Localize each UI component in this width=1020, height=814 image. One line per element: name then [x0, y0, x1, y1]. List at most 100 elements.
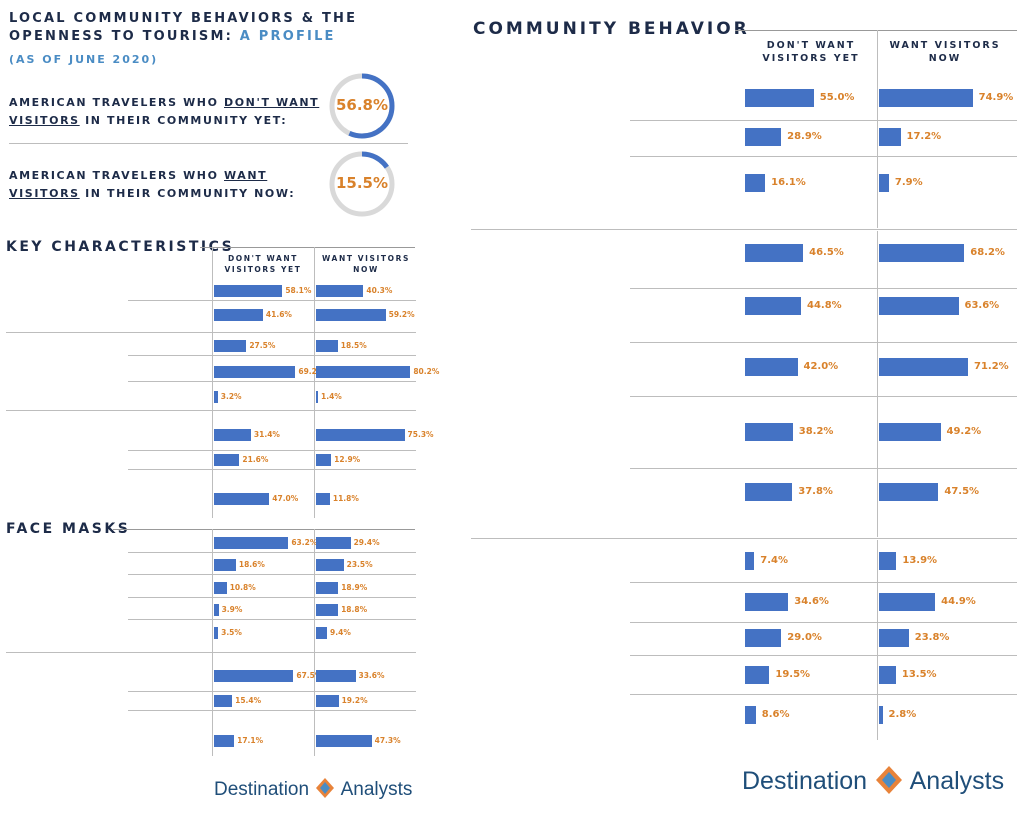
value-label: 11.8% — [332, 494, 359, 503]
value-label: 40.3% — [366, 286, 393, 295]
row-divider — [128, 450, 416, 451]
row-divider — [128, 469, 416, 470]
title-line-2b: A PROFILE — [239, 29, 336, 44]
value-label: 13.9% — [902, 555, 938, 566]
value-label: 21.6% — [242, 455, 269, 464]
value-label: 29.0% — [787, 632, 822, 643]
title-line-2a: OPENNESS TO TOURISM: — [9, 29, 234, 44]
bar — [745, 358, 798, 376]
stat-1-donut — [329, 73, 395, 139]
value-label: 18.9% — [341, 583, 368, 592]
left-col-divider — [314, 247, 315, 518]
bar — [879, 593, 936, 611]
stat-2-value: 15.5% — [335, 174, 389, 192]
bar — [214, 285, 283, 297]
row-divider — [630, 288, 1017, 289]
value-label: 68.2% — [970, 247, 1005, 258]
logo-left-diamond-icon — [316, 778, 335, 798]
value-label: 55.0% — [819, 92, 855, 103]
value-label: 23.8% — [914, 632, 950, 643]
bar — [745, 244, 804, 262]
value-label: 34.6% — [794, 596, 829, 607]
row-divider — [128, 619, 416, 620]
stat-2-arc — [329, 151, 395, 217]
stat-1-value: 56.8% — [335, 96, 389, 114]
value-label: 37.8% — [798, 486, 833, 497]
value-label: 47.5% — [944, 486, 980, 497]
value-label: 23.5% — [346, 560, 373, 569]
value-label: 63.6% — [964, 300, 1000, 311]
bar — [879, 552, 897, 570]
right-col-divider — [877, 30, 878, 228]
logo-right: Destination Analysts — [742, 765, 1004, 796]
value-label: 12.9% — [334, 455, 361, 464]
bar — [879, 174, 889, 192]
bar — [745, 629, 782, 647]
bar — [745, 706, 756, 724]
bar — [214, 309, 263, 321]
value-label: 47.0% — [272, 494, 299, 503]
bar — [214, 366, 296, 378]
value-label: 44.9% — [941, 596, 976, 607]
row-divider — [128, 574, 416, 575]
bar — [879, 706, 883, 724]
value-label: 46.5% — [809, 247, 844, 258]
stat-1-line2-rest: IN THEIR COMMUNITY YET: — [79, 114, 288, 127]
value-label: 19.5% — [775, 669, 811, 680]
value-label: 7.4% — [760, 555, 788, 566]
row-divider — [630, 156, 1017, 157]
community-behavior-heading: COMMUNITY BEHAVIOR — [473, 19, 750, 39]
row-divider — [128, 597, 416, 598]
bar — [214, 604, 219, 616]
bar — [879, 297, 959, 315]
bar — [214, 582, 227, 594]
row-divider — [128, 300, 416, 301]
value-label: 28.9% — [787, 131, 822, 142]
title-line-1: LOCAL COMMUNITY BEHAVIORS & THE — [9, 11, 358, 26]
value-label: 18.8% — [341, 605, 368, 614]
value-label: 29.4% — [353, 538, 380, 547]
stat-1-em: DON'T WANT — [224, 96, 320, 109]
bar — [745, 89, 814, 107]
group-divider — [6, 652, 416, 653]
value-label: 75.3% — [407, 430, 434, 439]
stat-2-line2-rest: IN THEIR COMMUNITY NOW: — [79, 187, 296, 200]
value-label: 42.0% — [803, 361, 839, 372]
logo-left-word1: Destination — [214, 779, 310, 800]
stat-1-text: AMERICAN TRAVELERS WHO DON'T WANT VISITO… — [9, 94, 319, 130]
row-divider — [128, 691, 416, 692]
value-label: 58.1% — [285, 286, 312, 295]
bar — [879, 89, 973, 107]
value-label: 15.4% — [235, 696, 262, 705]
right-col-divider — [877, 231, 878, 537]
stat-1-arc — [329, 73, 395, 139]
bar — [316, 391, 318, 403]
group-divider — [6, 410, 416, 411]
bar — [745, 666, 770, 684]
group-divider — [471, 229, 1017, 230]
value-label: 33.6% — [358, 671, 385, 680]
row-divider — [630, 622, 1017, 623]
bar — [214, 340, 247, 352]
row-divider — [630, 396, 1017, 397]
subtitle: (AS OF JUNE 2020) — [9, 53, 159, 66]
bar — [316, 537, 351, 549]
row-divider — [630, 342, 1017, 343]
bar — [316, 340, 338, 352]
row-divider — [630, 120, 1017, 121]
value-label: 19.2% — [341, 696, 368, 705]
stat-2-line1: AMERICAN TRAVELERS WHO WANT — [9, 167, 295, 185]
divider — [9, 143, 408, 144]
value-label: 38.2% — [798, 426, 834, 437]
logo-right-diamond-icon — [876, 766, 903, 794]
bar — [745, 552, 755, 570]
value-label: 10.8% — [229, 583, 256, 592]
left-col-divider — [314, 529, 315, 756]
stat-1-line1: AMERICAN TRAVELERS WHO DON'T WANT — [9, 94, 319, 112]
right-col-header-2: WANT VISITORS NOW — [889, 40, 1001, 64]
bar — [316, 454, 332, 466]
value-label: 1.4% — [321, 392, 342, 401]
bar — [316, 493, 330, 505]
value-label: 63.2% — [291, 538, 318, 547]
value-label: 7.9% — [894, 177, 923, 188]
